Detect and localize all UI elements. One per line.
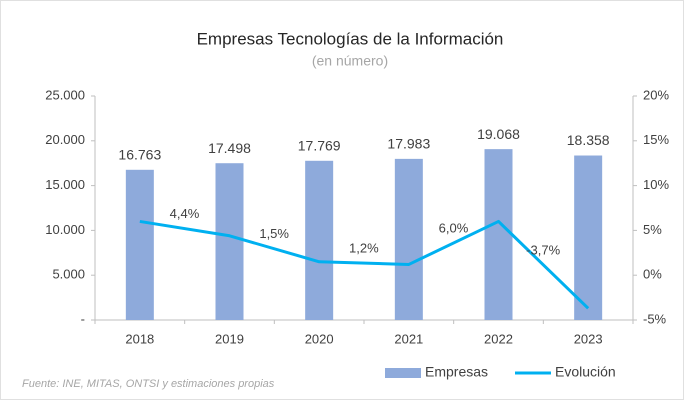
y-tick-label: 25.000	[45, 87, 85, 102]
x-tick-label: 2020	[305, 331, 334, 346]
x-tick-label: 2018	[125, 331, 154, 346]
line-value-label: 4,4%	[170, 206, 200, 221]
bar	[394, 158, 423, 320]
bar-value-label: 16.763	[118, 147, 161, 163]
line-value-label: 1,5%	[259, 226, 289, 241]
bar-value-label: 17.983	[387, 136, 430, 152]
y-tick-label: -	[81, 311, 85, 326]
bar	[125, 169, 154, 320]
chart-subtitle: (en número)	[312, 53, 388, 69]
legend-swatch	[385, 368, 421, 378]
legend-label: Empresas	[425, 364, 488, 380]
y-tick-label: 20.000	[45, 132, 85, 147]
x-tick-label: 2023	[574, 331, 603, 346]
y2-tick-label: 10%	[643, 177, 669, 192]
bar-value-label: 17.498	[208, 140, 251, 156]
bar	[484, 149, 513, 320]
y2-tick-label: -5%	[643, 311, 667, 326]
y2-tick-label: 20%	[643, 87, 669, 102]
legend-label: Evolución	[555, 364, 616, 380]
y-tick-label: 10.000	[45, 222, 85, 237]
bar-value-label: 19.068	[477, 126, 520, 142]
x-tick-label: 2022	[484, 331, 513, 346]
x-tick-label: 2019	[215, 331, 244, 346]
y-tick-label: 15.000	[45, 177, 85, 192]
y2-tick-label: 15%	[643, 132, 669, 147]
bar	[574, 155, 603, 320]
x-tick-label: 2021	[394, 331, 423, 346]
bar	[215, 163, 244, 320]
chart-title: Empresas Tecnologías de la Información	[197, 29, 504, 48]
y2-tick-label: 0%	[643, 267, 662, 282]
line-value-label: 6,0%	[439, 220, 469, 235]
bar-value-label: 18.358	[567, 132, 610, 148]
y-tick-label: 5.000	[52, 267, 85, 282]
source-note: Fuente: INE, MITAS, ONTSI y estimaciones…	[22, 378, 275, 390]
bar	[305, 160, 334, 320]
bar-value-label: 17.769	[298, 137, 341, 153]
line-value-label: -3,7%	[526, 242, 560, 257]
y2-tick-label: 5%	[643, 222, 662, 237]
line-value-label: 1,2%	[349, 241, 379, 256]
line	[139, 219, 590, 310]
